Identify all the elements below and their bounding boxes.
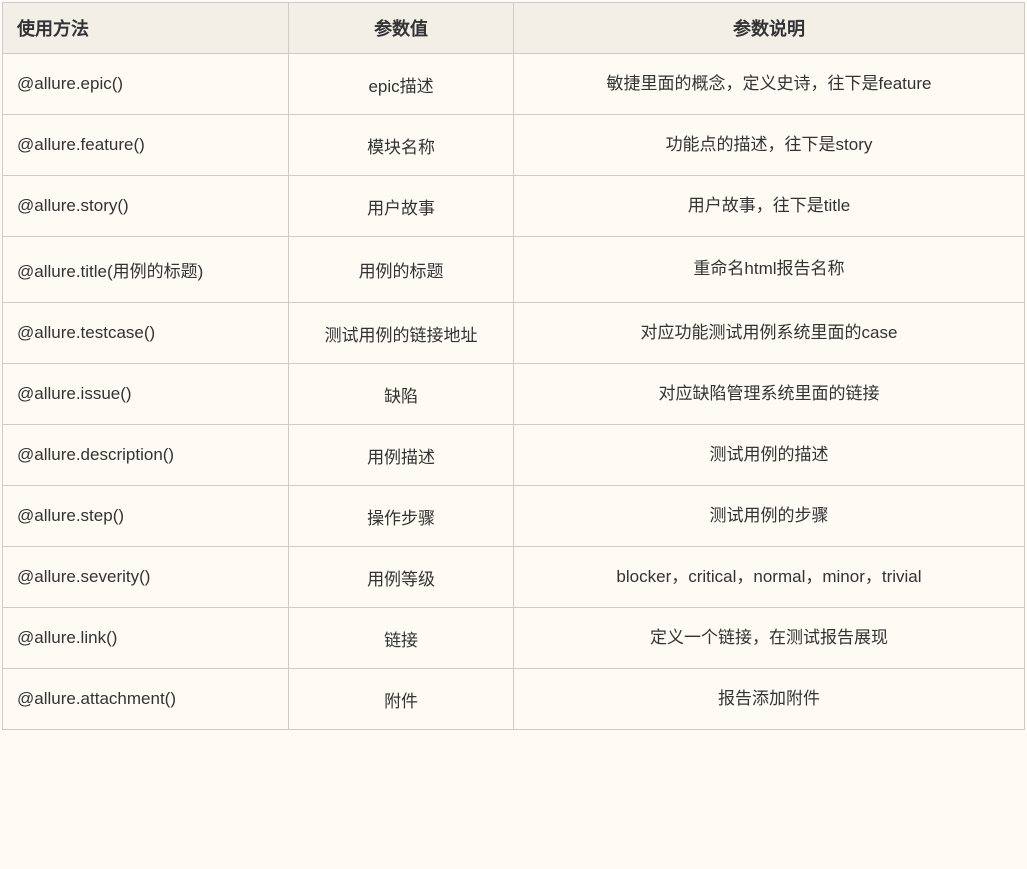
cell-method: @allure.story()	[3, 176, 289, 237]
cell-method: @allure.feature()	[3, 115, 289, 176]
table-row: @allure.link() 链接 定义一个链接，在测试报告展现	[3, 608, 1025, 669]
cell-method: @allure.link()	[3, 608, 289, 669]
table-row: @allure.testcase() 测试用例的链接地址 对应功能测试用例系统里…	[3, 303, 1025, 364]
table-row: @allure.severity() 用例等级 blocker，critical…	[3, 547, 1025, 608]
cell-desc: 定义一个链接，在测试报告展现	[513, 608, 1024, 669]
cell-desc: 敏捷里面的概念，定义史诗，往下是feature	[513, 54, 1024, 115]
cell-desc: 测试用例的描述	[513, 425, 1024, 486]
table-row: @allure.feature() 模块名称 功能点的描述，往下是story	[3, 115, 1025, 176]
table-row: @allure.story() 用户故事 用户故事，往下是title	[3, 176, 1025, 237]
cell-method: @allure.testcase()	[3, 303, 289, 364]
cell-param: 模块名称	[289, 115, 514, 176]
table-row: @allure.title(用例的标题) 用例的标题 重命名html报告名称	[3, 237, 1025, 303]
cell-method: @allure.attachment()	[3, 669, 289, 730]
cell-desc: blocker，critical，normal，minor，trivial	[513, 547, 1024, 608]
cell-param: epic描述	[289, 54, 514, 115]
cell-desc: 对应功能测试用例系统里面的case	[513, 303, 1024, 364]
cell-param: 用例的标题	[289, 237, 514, 303]
cell-param: 用户故事	[289, 176, 514, 237]
cell-param: 用例描述	[289, 425, 514, 486]
cell-desc: 重命名html报告名称	[513, 237, 1024, 303]
cell-desc: 测试用例的步骤	[513, 486, 1024, 547]
allure-decorators-table: 使用方法 参数值 参数说明 @allure.epic() epic描述 敏捷里面…	[2, 2, 1025, 730]
cell-param: 缺陷	[289, 364, 514, 425]
col-header-desc: 参数说明	[513, 3, 1024, 54]
cell-method: @allure.description()	[3, 425, 289, 486]
table-header: 使用方法 参数值 参数说明	[3, 3, 1025, 54]
cell-param: 附件	[289, 669, 514, 730]
table-row: @allure.description() 用例描述 测试用例的描述	[3, 425, 1025, 486]
table-row: @allure.epic() epic描述 敏捷里面的概念，定义史诗，往下是fe…	[3, 54, 1025, 115]
cell-method: @allure.title(用例的标题)	[3, 237, 289, 303]
col-header-param: 参数值	[289, 3, 514, 54]
cell-method: @allure.severity()	[3, 547, 289, 608]
cell-method: @allure.issue()	[3, 364, 289, 425]
cell-desc: 用户故事，往下是title	[513, 176, 1024, 237]
table-row: @allure.attachment() 附件 报告添加附件	[3, 669, 1025, 730]
table-row: @allure.step() 操作步骤 测试用例的步骤	[3, 486, 1025, 547]
cell-desc: 报告添加附件	[513, 669, 1024, 730]
table-header-row: 使用方法 参数值 参数说明	[3, 3, 1025, 54]
cell-method: @allure.step()	[3, 486, 289, 547]
cell-param: 操作步骤	[289, 486, 514, 547]
cell-param: 链接	[289, 608, 514, 669]
table-body: @allure.epic() epic描述 敏捷里面的概念，定义史诗，往下是fe…	[3, 54, 1025, 730]
cell-param: 测试用例的链接地址	[289, 303, 514, 364]
col-header-method: 使用方法	[3, 3, 289, 54]
cell-method: @allure.epic()	[3, 54, 289, 115]
cell-desc: 对应缺陷管理系统里面的链接	[513, 364, 1024, 425]
cell-desc: 功能点的描述，往下是story	[513, 115, 1024, 176]
table-row: @allure.issue() 缺陷 对应缺陷管理系统里面的链接	[3, 364, 1025, 425]
cell-param: 用例等级	[289, 547, 514, 608]
